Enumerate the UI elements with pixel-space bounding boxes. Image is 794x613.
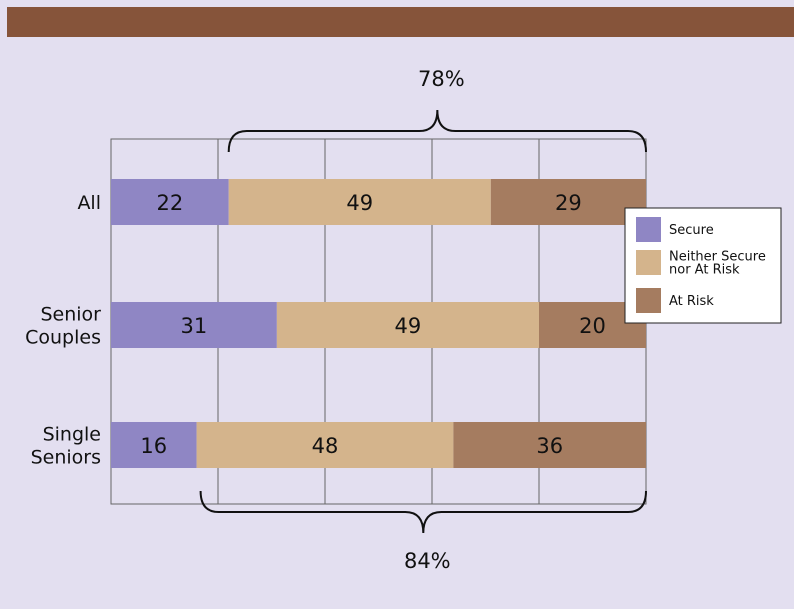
bar-segment <box>276 302 539 348</box>
annotations: 78% 84% <box>199 67 647 573</box>
legend-label: Neither Secure <box>669 250 766 265</box>
data-label: 48 <box>312 434 339 458</box>
data-label: 22 <box>156 191 183 215</box>
percentage-annotation: 84% <box>404 549 451 573</box>
data-label: 49 <box>395 314 422 338</box>
legend-swatch <box>636 217 661 242</box>
data-label: 31 <box>181 314 208 338</box>
curly-brace <box>199 490 647 534</box>
legend-swatch <box>636 288 661 313</box>
category-label: All <box>77 192 101 214</box>
bar-segment <box>111 179 229 225</box>
legend-label: nor At Risk <box>669 263 740 278</box>
data-label: 16 <box>140 434 167 458</box>
curly-brace <box>227 109 647 153</box>
bar-segment <box>111 302 277 348</box>
data-label: 29 <box>555 191 582 215</box>
legend-label: Secure <box>669 223 714 238</box>
legend-label: At Risk <box>669 294 714 309</box>
legend-swatch <box>636 250 661 275</box>
data-label: 20 <box>579 314 606 338</box>
percentage-annotation: 78% <box>418 67 465 91</box>
data-label: 36 <box>536 434 563 458</box>
category-label: Couples <box>25 327 101 349</box>
header-bar <box>7 7 794 37</box>
data-label: 49 <box>346 191 373 215</box>
bar-segment <box>111 422 197 468</box>
category-label: Senior <box>40 304 101 326</box>
bar-segment <box>228 179 491 225</box>
category-label: Single <box>43 424 101 446</box>
bar-segment <box>196 422 454 468</box>
bar-segment <box>490 179 646 225</box>
category-label: Seniors <box>31 447 101 469</box>
bar-segment <box>453 422 646 468</box>
bars: 22 49 29 31 49 20 16 48 36 <box>111 179 646 468</box>
